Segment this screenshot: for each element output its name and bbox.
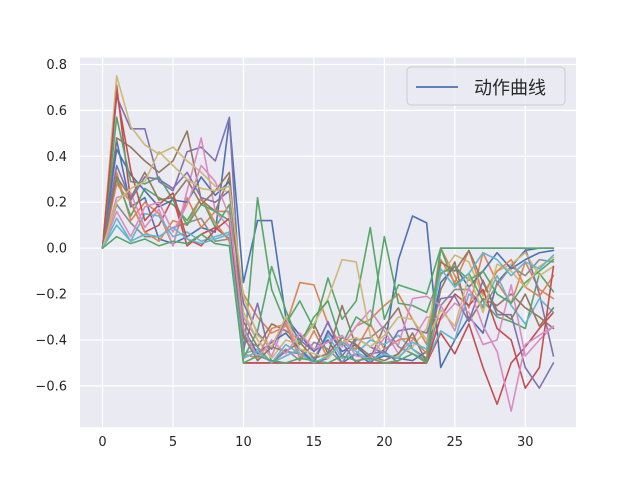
series-line-18 xyxy=(101,150,555,360)
x-tick-label: 30 xyxy=(517,435,534,450)
series-lines xyxy=(101,75,555,412)
x-tick-label: 5 xyxy=(169,435,177,450)
y-tick-label: 0.6 xyxy=(46,104,67,119)
series-line-7 xyxy=(101,137,555,360)
y-tick-label: −0.2 xyxy=(35,288,67,303)
y-tick-label: 0.2 xyxy=(46,196,67,211)
series-line-16 xyxy=(101,171,555,364)
series-line-11 xyxy=(101,148,555,364)
series-line-20 xyxy=(101,233,555,364)
x-tick-labels: 0 5 10 15 20 25 30 xyxy=(98,435,533,450)
y-tick-label: 0.4 xyxy=(46,150,67,165)
series-line-15 xyxy=(101,164,555,389)
x-tick-label: 10 xyxy=(235,435,252,450)
series-line-17 xyxy=(101,164,555,412)
x-tick-label: 20 xyxy=(376,435,393,450)
x-tick-label: 0 xyxy=(98,435,106,450)
y-tick-label: 0.0 xyxy=(46,242,67,257)
legend-box xyxy=(406,66,566,106)
legend: 动作曲线 xyxy=(406,66,566,106)
plot-background xyxy=(80,57,576,428)
x-tick-label: 15 xyxy=(306,435,323,450)
y-tick-label: −0.6 xyxy=(35,379,67,394)
legend-label: 动作曲线 xyxy=(474,78,546,99)
series-line-9 xyxy=(101,75,555,360)
y-tick-label: 0.8 xyxy=(46,58,67,73)
x-tick-label: 25 xyxy=(447,435,464,450)
y-tick-labels: −0.6 −0.4 −0.2 0.0 0.2 0.4 0.6 0.8 xyxy=(35,58,67,394)
series-line-19 xyxy=(101,224,555,364)
y-tick-label: −0.4 xyxy=(35,333,67,348)
